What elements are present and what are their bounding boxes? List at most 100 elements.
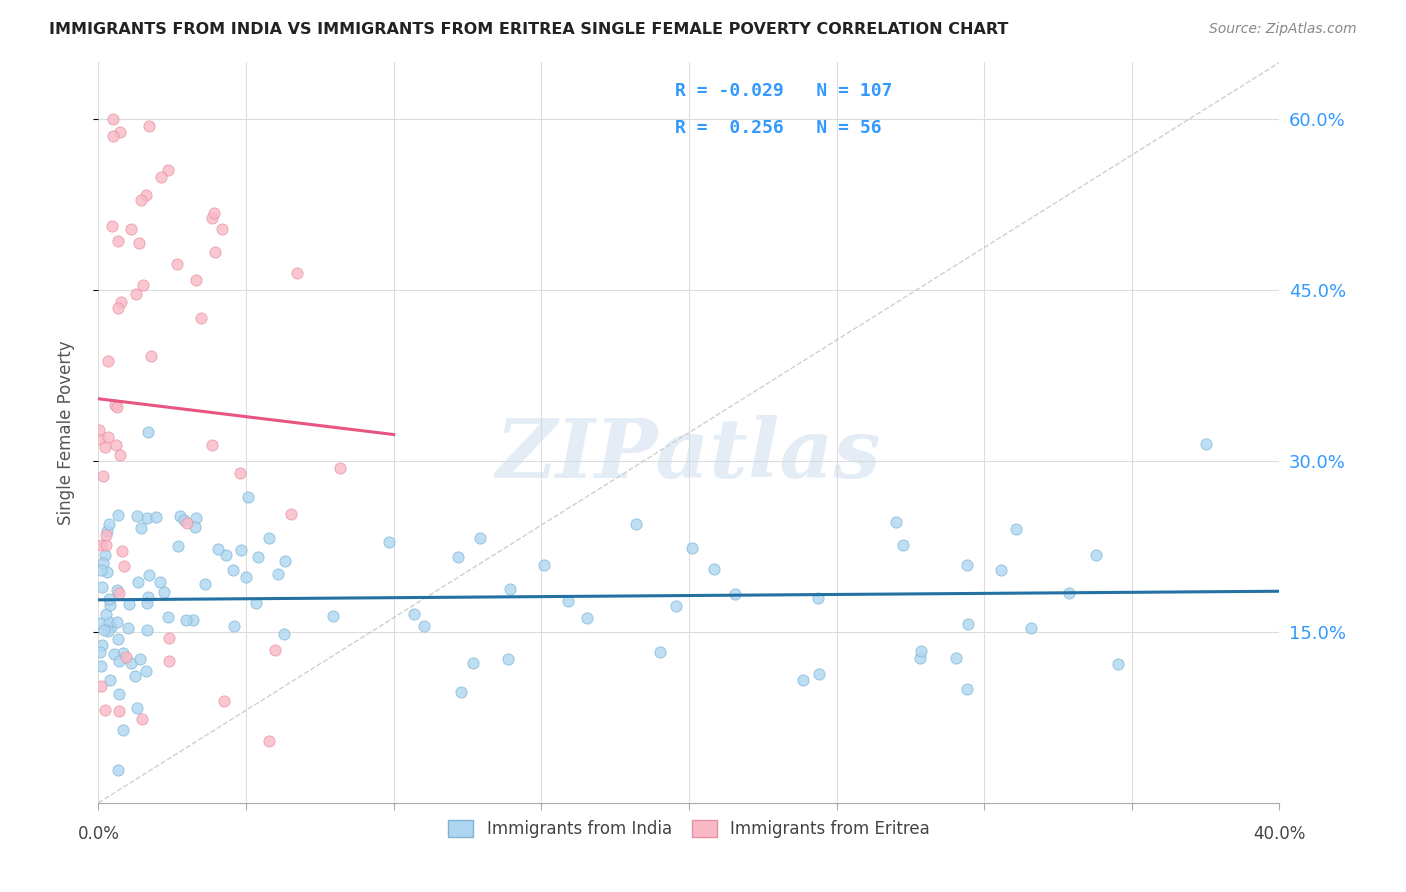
- Point: [135, 664, 157, 678]
- Point: [149, 170, 172, 185]
- Point: [104, 399, 127, 413]
- Point: [211, 221, 233, 235]
- Point: [120, 656, 142, 670]
- Point: [264, 643, 287, 657]
- Point: [136, 590, 159, 604]
- Point: [89, 432, 111, 446]
- Point: [91, 638, 114, 652]
- Point: [624, 516, 647, 531]
- Point: [145, 509, 167, 524]
- Point: [184, 520, 207, 534]
- Point: [98, 516, 121, 531]
- Point: [808, 667, 831, 681]
- Point: [990, 564, 1012, 578]
- Point: [107, 234, 129, 248]
- Text: Source: ZipAtlas.com: Source: ZipAtlas.com: [1209, 22, 1357, 37]
- Point: [108, 125, 131, 139]
- Point: [136, 624, 159, 638]
- Point: [93, 556, 115, 570]
- Point: [235, 570, 257, 584]
- Text: 40.0%: 40.0%: [1253, 825, 1306, 843]
- Point: [190, 311, 212, 326]
- Point: [135, 188, 157, 202]
- Text: R = -0.029   N = 107: R = -0.029 N = 107: [675, 81, 893, 100]
- Point: [131, 713, 153, 727]
- Point: [1019, 621, 1042, 635]
- Point: [124, 668, 146, 682]
- Point: [118, 597, 141, 611]
- Point: [229, 466, 252, 480]
- Point: [114, 650, 136, 665]
- Point: [153, 585, 176, 599]
- Point: [807, 591, 830, 605]
- Point: [98, 673, 121, 687]
- Point: [91, 469, 114, 483]
- Point: [169, 508, 191, 523]
- Point: [157, 632, 180, 646]
- Point: [89, 615, 111, 630]
- Point: [90, 679, 112, 693]
- Point: [98, 615, 121, 629]
- Point: [945, 650, 967, 665]
- Point: [648, 645, 671, 659]
- Point: [231, 543, 253, 558]
- Point: [105, 400, 128, 414]
- Point: [322, 609, 344, 624]
- Point: [129, 651, 152, 665]
- Point: [450, 684, 472, 698]
- Point: [96, 607, 118, 621]
- Point: [136, 425, 159, 439]
- Point: [127, 574, 149, 589]
- Point: [413, 619, 436, 633]
- Point: [108, 586, 131, 600]
- Point: [236, 490, 259, 504]
- Point: [135, 596, 157, 610]
- Point: [166, 257, 188, 271]
- Point: [1057, 585, 1080, 599]
- Point: [273, 627, 295, 641]
- Point: [110, 295, 132, 310]
- Point: [910, 643, 932, 657]
- Point: [136, 510, 159, 524]
- Point: [1195, 437, 1218, 451]
- Point: [107, 763, 129, 777]
- Text: ZIPatlas: ZIPatlas: [496, 415, 882, 495]
- Point: [149, 575, 172, 590]
- Point: [247, 549, 270, 564]
- Point: [157, 162, 180, 177]
- Point: [956, 558, 979, 572]
- Point: [132, 278, 155, 293]
- Point: [468, 531, 491, 545]
- Point: [1084, 548, 1107, 562]
- Point: [499, 582, 522, 597]
- Point: [117, 621, 139, 635]
- Point: [90, 538, 112, 552]
- Point: [105, 438, 128, 452]
- Point: [97, 624, 120, 638]
- Text: 0.0%: 0.0%: [77, 825, 120, 843]
- Point: [97, 430, 120, 444]
- Point: [215, 548, 238, 562]
- Point: [101, 129, 124, 144]
- Y-axis label: Single Female Poverty: Single Female Poverty: [56, 341, 75, 524]
- Point: [90, 658, 112, 673]
- Point: [207, 541, 229, 556]
- Point: [703, 561, 725, 575]
- Point: [96, 524, 118, 538]
- Point: [557, 594, 579, 608]
- Point: [378, 535, 401, 549]
- Point: [105, 582, 128, 597]
- Point: [266, 566, 288, 581]
- Point: [111, 723, 134, 738]
- Point: [329, 461, 352, 475]
- Text: IMMIGRANTS FROM INDIA VS IMMIGRANTS FROM ERITREA SINGLE FEMALE POVERTY CORRELATI: IMMIGRANTS FROM INDIA VS IMMIGRANTS FROM…: [49, 22, 1008, 37]
- Point: [125, 701, 148, 715]
- Point: [884, 515, 907, 529]
- Text: R =  0.256   N = 56: R = 0.256 N = 56: [675, 119, 882, 136]
- Point: [108, 704, 131, 718]
- Point: [93, 623, 115, 637]
- Point: [103, 647, 125, 661]
- Point: [127, 509, 149, 524]
- Point: [176, 516, 198, 530]
- Point: [89, 645, 111, 659]
